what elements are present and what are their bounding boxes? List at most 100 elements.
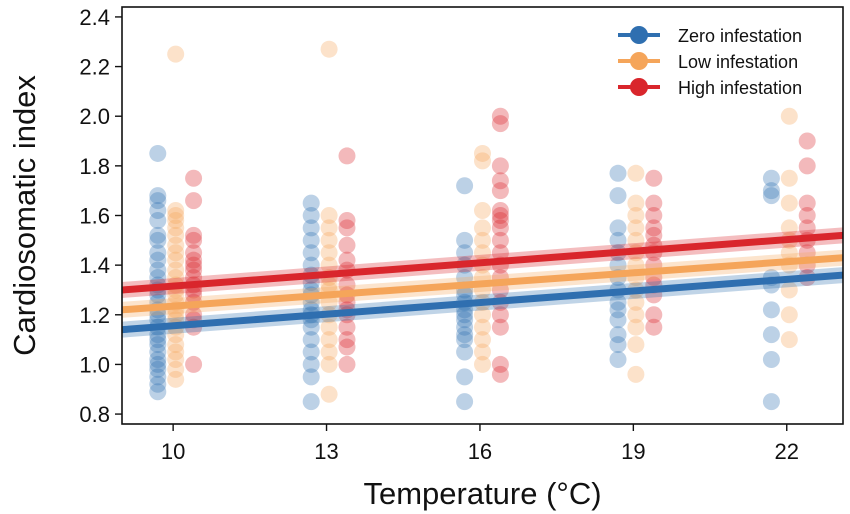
data-point — [627, 365, 645, 383]
data-point — [491, 115, 509, 133]
data-point — [609, 311, 627, 329]
data-point — [149, 375, 167, 393]
data-point — [762, 301, 780, 319]
data-point — [149, 383, 167, 401]
data-point — [491, 219, 509, 237]
data-point — [456, 231, 474, 249]
data-point — [338, 251, 356, 269]
data-point — [149, 355, 167, 373]
data-point — [491, 211, 509, 229]
series-points — [167, 40, 798, 403]
y-tick-label: 1.8 — [79, 154, 110, 179]
data-point — [167, 269, 185, 287]
data-point — [627, 293, 645, 311]
x-tick-label: 19 — [621, 439, 645, 464]
data-point — [149, 269, 167, 287]
data-point — [780, 281, 798, 299]
data-point — [645, 194, 663, 212]
data-point — [627, 194, 645, 212]
data-point — [338, 355, 356, 373]
data-point — [645, 306, 663, 324]
legend-marker — [630, 26, 648, 44]
data-point — [149, 187, 167, 205]
data-point — [302, 368, 320, 386]
data-point — [456, 306, 474, 324]
data-point — [474, 306, 491, 324]
data-point — [762, 182, 780, 200]
data-point — [645, 207, 663, 224]
data-point — [798, 219, 816, 237]
data-point — [798, 157, 816, 175]
data-point — [645, 226, 663, 244]
data-point — [320, 343, 338, 361]
x-axis-ticks: 10 13 16 19 22 — [161, 424, 799, 464]
data-point — [320, 231, 338, 249]
data-point — [627, 207, 645, 224]
data-point — [338, 338, 356, 356]
plot-area — [122, 40, 843, 411]
y-tick-label: 2.4 — [79, 5, 110, 30]
y-axis-ticks: 0.8 1.0 1.2 1.4 1.6 1.8 2.0 2.2 2.4 — [79, 5, 122, 427]
data-point — [609, 326, 627, 344]
data-point — [302, 219, 320, 237]
data-point — [474, 343, 491, 361]
x-tick-label: 10 — [161, 439, 185, 464]
y-tick-label: 1.2 — [79, 303, 110, 328]
data-point — [149, 251, 167, 269]
data-point — [149, 144, 167, 162]
data-point — [185, 192, 203, 210]
data-point — [456, 343, 474, 361]
data-point — [338, 219, 356, 237]
data-point — [320, 40, 338, 58]
data-point — [167, 360, 185, 378]
data-point — [609, 301, 627, 319]
data-point — [302, 355, 320, 373]
data-point — [167, 326, 185, 344]
data-point — [149, 244, 167, 262]
data-point — [149, 261, 167, 279]
data-point — [185, 355, 203, 373]
legend-item: High infestation — [618, 78, 802, 98]
data-point — [762, 350, 780, 368]
x-tick-label: 13 — [314, 439, 338, 464]
data-point — [609, 293, 627, 311]
data-point — [474, 231, 491, 249]
data-point — [609, 336, 627, 354]
data-point — [780, 169, 798, 187]
data-point — [185, 244, 203, 262]
data-point — [167, 202, 185, 220]
regression-line — [122, 271, 843, 334]
data-point — [167, 370, 185, 388]
data-point — [780, 219, 798, 237]
data-point — [338, 293, 356, 311]
data-point — [645, 219, 663, 237]
data-point — [491, 157, 509, 175]
data-point — [627, 336, 645, 354]
data-point — [167, 350, 185, 368]
data-point — [645, 169, 663, 187]
data-point — [167, 251, 185, 269]
data-point — [149, 336, 167, 354]
data-point — [491, 172, 509, 190]
data-point — [474, 244, 491, 262]
data-point — [167, 211, 185, 229]
data-point — [302, 318, 320, 336]
data-point — [491, 231, 509, 249]
data-point — [491, 202, 509, 220]
y-tick-label: 2.2 — [79, 55, 110, 80]
x-tick-label: 16 — [468, 439, 492, 464]
data-point — [780, 331, 798, 349]
data-point — [167, 45, 185, 63]
data-point — [338, 276, 356, 294]
data-point — [185, 261, 203, 279]
data-point — [302, 343, 320, 361]
regression-line — [122, 231, 843, 294]
data-point — [302, 256, 320, 274]
data-point — [320, 256, 338, 274]
data-point — [167, 343, 185, 361]
data-point — [762, 326, 780, 344]
data-point — [609, 164, 627, 182]
data-point — [491, 365, 509, 383]
data-point — [149, 350, 167, 368]
